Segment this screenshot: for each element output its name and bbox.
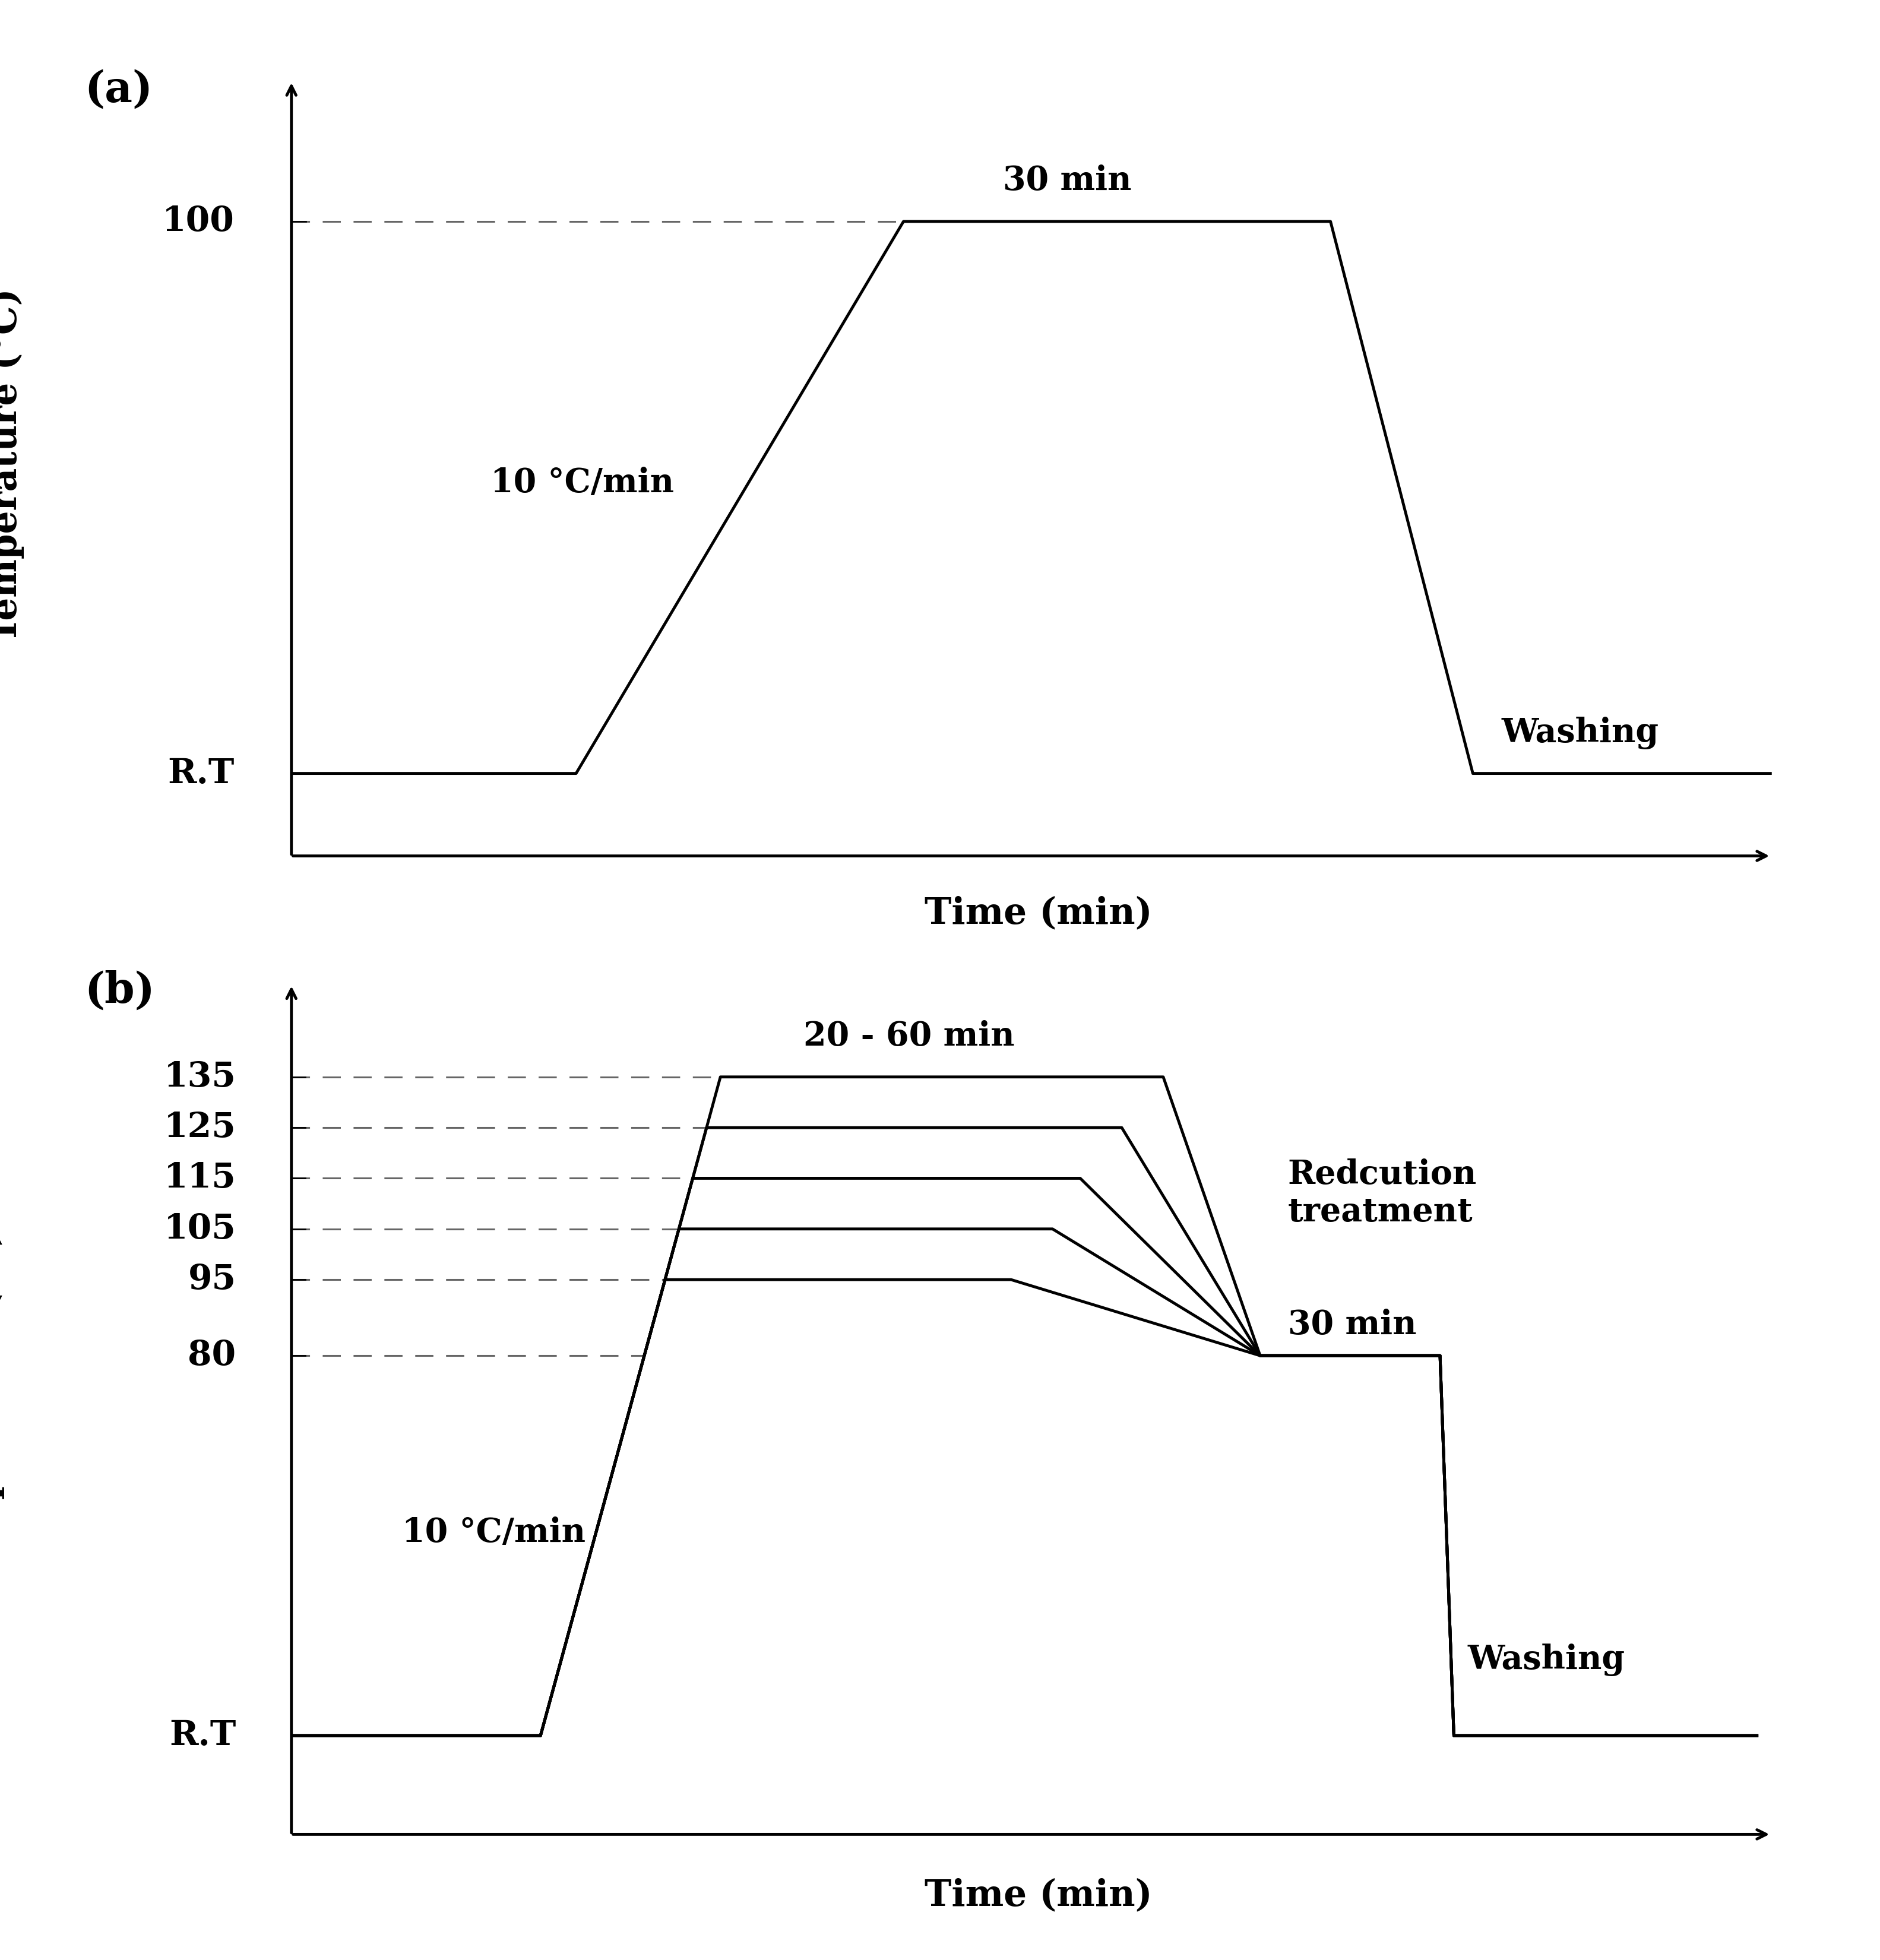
Text: 125: 125 [164,1111,237,1145]
Text: 10 °C/min: 10 °C/min [491,466,675,500]
Text: Time (min): Time (min) [925,1878,1152,1913]
Text: R.T: R.T [167,757,235,790]
Text: Washing: Washing [1502,717,1658,749]
Text: R.T: R.T [169,1719,237,1752]
Text: Washing: Washing [1468,1642,1624,1676]
Text: 95: 95 [188,1262,237,1296]
Text: (b): (b) [85,970,156,1013]
Text: 115: 115 [164,1162,237,1196]
Text: Time (min): Time (min) [925,896,1152,931]
Text: 100: 100 [162,206,235,237]
Text: 80: 80 [188,1339,237,1372]
Text: Temperature (°C): Temperature (°C) [0,288,24,643]
Text: 135: 135 [164,1060,237,1094]
Text: 30 min: 30 min [1004,165,1132,198]
Text: 20 - 60 min: 20 - 60 min [803,1019,1015,1053]
Text: (a): (a) [85,69,152,112]
Text: 10 °C/min: 10 °C/min [402,1517,585,1548]
Text: Temperature (°C): Temperature (°C) [0,1229,6,1584]
Text: Redcution
treatment: Redcution treatment [1288,1158,1478,1229]
Text: 30 min: 30 min [1288,1309,1416,1341]
Text: 105: 105 [164,1213,237,1245]
